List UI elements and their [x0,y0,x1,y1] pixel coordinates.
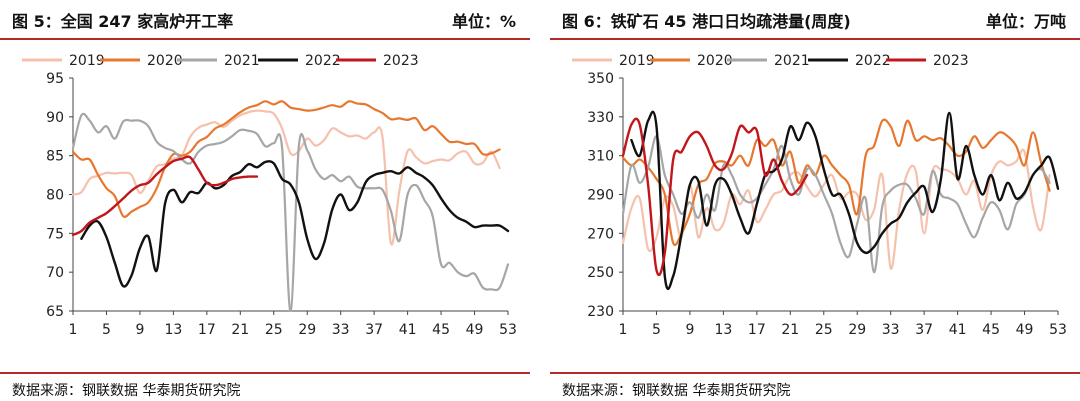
legend-label: 2021 [774,53,810,69]
x-tick-label: 13 [164,322,182,338]
x-tick-label: 33 [882,322,900,338]
x-tick-label: 53 [1049,322,1067,338]
legend-label: 2019 [619,53,655,69]
y-tick-label: 230 [587,304,614,320]
title-divider [0,38,530,40]
x-tick-label: 1 [619,322,628,338]
y-tick-label: 80 [46,188,64,204]
series-line-2020 [621,118,1051,247]
legend-label: 2022 [305,53,341,69]
y-tick-label: 250 [587,265,614,281]
y-tick-label: 85 [46,149,64,165]
legend-label: 2019 [69,53,105,69]
x-tick-label: 29 [298,322,316,338]
unit-label: 单位：万吨 [985,12,1066,31]
y-tick-label: 290 [587,188,614,204]
blast-furnace-rate-chart: 65 70 75 80 85 90 95 1 5 9 13 17 21 25 29 33 37 41 45 49 53 2… [22,53,517,338]
series-line-2021 [71,112,510,313]
unit-label: 单位：% [451,12,516,31]
legend-label: 2023 [933,53,969,69]
title-bar: 图 6：铁矿石 45 港口日均疏港量(周度) 单位：万吨 [550,0,1080,38]
x-tick-label: 5 [102,322,111,338]
source-note: 数据来源：钢联数据 华泰期货研究院 [562,383,791,399]
x-tick-label: 49 [1016,322,1034,338]
left-chart-panel: 图 5：全国 247 家高炉开工率 单位：% 65 70 75 80 85 90 95 1 5 9… [0,0,530,401]
y-tick-label: 330 [587,110,614,126]
series-line-2022 [80,160,510,288]
y-tick-label: 95 [46,71,64,87]
port-clearance-chart: 230 250 270 290 310 330 350 1 5 9 13 17 21 25 29 33 37 41… [572,53,1067,338]
legend-label: 2020 [147,53,183,69]
y-tick-label: 90 [46,110,64,126]
x-tick-label: 41 [399,322,417,338]
legend-label: 2022 [855,53,891,69]
y-tick-label: 70 [46,265,64,281]
legend-label: 2021 [224,53,260,69]
x-tick-label: 29 [848,322,866,338]
x-tick-label: 37 [915,322,933,338]
x-tick-label: 41 [949,322,967,338]
x-tick-label: 5 [652,322,661,338]
x-tick-label: 17 [748,322,766,338]
x-tick-label: 25 [265,322,283,338]
y-tick-label: 75 [46,226,64,242]
x-tick-label: 53 [499,322,517,338]
x-tick-label: 17 [198,322,216,338]
x-tick-label: 9 [685,322,694,338]
x-tick-label: 9 [135,322,144,338]
x-tick-label: 21 [231,322,249,338]
y-tick-label: 350 [587,71,614,87]
x-tick-label: 25 [815,322,833,338]
series-line-2020 [71,100,501,218]
legend-label: 2023 [383,53,419,69]
x-tick-label: 1 [69,322,78,338]
chart-title: 图 5：全国 247 家高炉开工率 [12,12,234,31]
y-tick-label: 310 [587,149,614,165]
y-tick-label: 65 [46,304,64,320]
x-tick-label: 37 [365,322,383,338]
series-line-2022 [630,110,1060,291]
y-tick-label: 270 [587,226,614,242]
x-tick-label: 33 [332,322,350,338]
chart-title: 图 6：铁矿石 45 港口日均疏港量(周度) [562,12,851,31]
title-bar: 图 5：全国 247 家高炉开工率 单位：% [0,0,530,38]
x-tick-label: 45 [432,322,450,338]
source-divider [550,372,1080,374]
x-tick-label: 21 [781,322,799,338]
series-line-2023 [71,155,259,237]
series-line-2023 [621,117,809,277]
series-line-2019 [71,109,501,246]
x-tick-label: 49 [466,322,484,338]
series-line-2021 [621,135,1051,274]
source-note: 数据来源：钢联数据 华泰期货研究院 [12,383,241,399]
x-tick-label: 45 [982,322,1000,338]
title-divider [550,38,1080,40]
legend-label: 2020 [697,53,733,69]
right-chart-panel: 图 6：铁矿石 45 港口日均疏港量(周度) 单位：万吨 230 250 270 29… [550,0,1080,401]
x-tick-label: 13 [714,322,732,338]
series-line-2019 [621,148,1051,270]
source-divider [0,372,530,374]
